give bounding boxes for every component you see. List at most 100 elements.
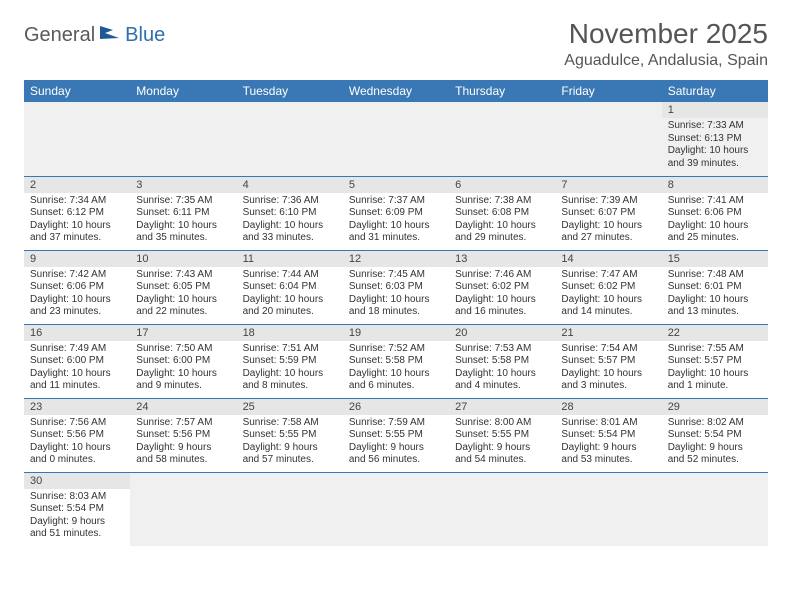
calendar-empty-cell [130, 102, 236, 176]
calendar-day-cell: 16Sunrise: 7:49 AMSunset: 6:00 PMDayligh… [24, 324, 130, 398]
day-number: 12 [343, 251, 449, 267]
day-number: 11 [237, 251, 343, 267]
calendar-day-cell: 11Sunrise: 7:44 AMSunset: 6:04 PMDayligh… [237, 250, 343, 324]
day-number: 25 [237, 399, 343, 415]
calendar-day-cell: 14Sunrise: 7:47 AMSunset: 6:02 PMDayligh… [555, 250, 661, 324]
day-details: Sunrise: 7:38 AMSunset: 6:08 PMDaylight:… [449, 193, 555, 249]
calendar-empty-cell [237, 102, 343, 176]
day-details: Sunrise: 7:53 AMSunset: 5:58 PMDaylight:… [449, 341, 555, 397]
calendar-day-cell: 25Sunrise: 7:58 AMSunset: 5:55 PMDayligh… [237, 398, 343, 472]
day-number: 14 [555, 251, 661, 267]
calendar-empty-cell [343, 472, 449, 546]
calendar-day-cell: 20Sunrise: 7:53 AMSunset: 5:58 PMDayligh… [449, 324, 555, 398]
calendar-empty-cell [343, 102, 449, 176]
column-header: Tuesday [237, 80, 343, 102]
day-details: Sunrise: 7:39 AMSunset: 6:07 PMDaylight:… [555, 193, 661, 249]
day-details: Sunrise: 7:51 AMSunset: 5:59 PMDaylight:… [237, 341, 343, 397]
calendar-empty-cell [24, 102, 130, 176]
day-number: 7 [555, 177, 661, 193]
calendar-day-cell: 17Sunrise: 7:50 AMSunset: 6:00 PMDayligh… [130, 324, 236, 398]
calendar-empty-cell [130, 472, 236, 546]
calendar-empty-cell [555, 472, 661, 546]
day-number: 3 [130, 177, 236, 193]
day-details: Sunrise: 7:41 AMSunset: 6:06 PMDaylight:… [662, 193, 768, 249]
calendar-week-row: 23Sunrise: 7:56 AMSunset: 5:56 PMDayligh… [24, 398, 768, 472]
day-number: 27 [449, 399, 555, 415]
calendar-day-cell: 24Sunrise: 7:57 AMSunset: 5:56 PMDayligh… [130, 398, 236, 472]
day-details: Sunrise: 7:48 AMSunset: 6:01 PMDaylight:… [662, 267, 768, 323]
day-details: Sunrise: 7:50 AMSunset: 6:00 PMDaylight:… [130, 341, 236, 397]
day-number: 21 [555, 325, 661, 341]
calendar-empty-cell [662, 472, 768, 546]
day-number: 6 [449, 177, 555, 193]
day-details: Sunrise: 8:01 AMSunset: 5:54 PMDaylight:… [555, 415, 661, 471]
calendar-empty-cell [449, 102, 555, 176]
day-details: Sunrise: 7:59 AMSunset: 5:55 PMDaylight:… [343, 415, 449, 471]
calendar-day-cell: 1Sunrise: 7:33 AMSunset: 6:13 PMDaylight… [662, 102, 768, 176]
logo-text-blue: Blue [125, 24, 165, 47]
day-details: Sunrise: 7:55 AMSunset: 5:57 PMDaylight:… [662, 341, 768, 397]
day-number: 2 [24, 177, 130, 193]
day-details: Sunrise: 7:45 AMSunset: 6:03 PMDaylight:… [343, 267, 449, 323]
calendar-header-row: SundayMondayTuesdayWednesdayThursdayFrid… [24, 80, 768, 102]
column-header: Sunday [24, 80, 130, 102]
day-number: 8 [662, 177, 768, 193]
day-details: Sunrise: 7:49 AMSunset: 6:00 PMDaylight:… [24, 341, 130, 397]
header: General Blue November 2025 Aguadulce, An… [24, 18, 768, 70]
day-details: Sunrise: 7:44 AMSunset: 6:04 PMDaylight:… [237, 267, 343, 323]
calendar-day-cell: 19Sunrise: 7:52 AMSunset: 5:58 PMDayligh… [343, 324, 449, 398]
day-number: 23 [24, 399, 130, 415]
day-details: Sunrise: 7:33 AMSunset: 6:13 PMDaylight:… [662, 118, 768, 174]
calendar-day-cell: 10Sunrise: 7:43 AMSunset: 6:05 PMDayligh… [130, 250, 236, 324]
calendar-day-cell: 21Sunrise: 7:54 AMSunset: 5:57 PMDayligh… [555, 324, 661, 398]
day-details: Sunrise: 7:47 AMSunset: 6:02 PMDaylight:… [555, 267, 661, 323]
title-block: November 2025 Aguadulce, Andalusia, Spai… [564, 18, 768, 70]
day-number: 17 [130, 325, 236, 341]
calendar-day-cell: 9Sunrise: 7:42 AMSunset: 6:06 PMDaylight… [24, 250, 130, 324]
day-details: Sunrise: 7:43 AMSunset: 6:05 PMDaylight:… [130, 267, 236, 323]
day-details: Sunrise: 7:57 AMSunset: 5:56 PMDaylight:… [130, 415, 236, 471]
calendar-empty-cell [555, 102, 661, 176]
day-number: 26 [343, 399, 449, 415]
day-number: 1 [662, 102, 768, 118]
calendar-day-cell: 5Sunrise: 7:37 AMSunset: 6:09 PMDaylight… [343, 176, 449, 250]
calendar-day-cell: 4Sunrise: 7:36 AMSunset: 6:10 PMDaylight… [237, 176, 343, 250]
calendar-day-cell: 15Sunrise: 7:48 AMSunset: 6:01 PMDayligh… [662, 250, 768, 324]
calendar-week-row: 1Sunrise: 7:33 AMSunset: 6:13 PMDaylight… [24, 102, 768, 176]
logo-text-general: General [24, 24, 95, 47]
day-number: 5 [343, 177, 449, 193]
day-number: 10 [130, 251, 236, 267]
calendar-day-cell: 3Sunrise: 7:35 AMSunset: 6:11 PMDaylight… [130, 176, 236, 250]
day-number: 30 [24, 473, 130, 489]
calendar-day-cell: 18Sunrise: 7:51 AMSunset: 5:59 PMDayligh… [237, 324, 343, 398]
calendar-day-cell: 28Sunrise: 8:01 AMSunset: 5:54 PMDayligh… [555, 398, 661, 472]
day-details: Sunrise: 7:37 AMSunset: 6:09 PMDaylight:… [343, 193, 449, 249]
column-header: Monday [130, 80, 236, 102]
day-number: 9 [24, 251, 130, 267]
column-header: Saturday [662, 80, 768, 102]
calendar-day-cell: 8Sunrise: 7:41 AMSunset: 6:06 PMDaylight… [662, 176, 768, 250]
day-details: Sunrise: 7:35 AMSunset: 6:11 PMDaylight:… [130, 193, 236, 249]
calendar-day-cell: 6Sunrise: 7:38 AMSunset: 6:08 PMDaylight… [449, 176, 555, 250]
day-number: 22 [662, 325, 768, 341]
calendar-day-cell: 27Sunrise: 8:00 AMSunset: 5:55 PMDayligh… [449, 398, 555, 472]
day-number: 13 [449, 251, 555, 267]
day-details: Sunrise: 7:42 AMSunset: 6:06 PMDaylight:… [24, 267, 130, 323]
flag-icon [99, 24, 121, 47]
calendar-body: 1Sunrise: 7:33 AMSunset: 6:13 PMDaylight… [24, 102, 768, 546]
day-details: Sunrise: 7:46 AMSunset: 6:02 PMDaylight:… [449, 267, 555, 323]
column-header: Thursday [449, 80, 555, 102]
logo: General Blue [24, 18, 165, 47]
day-details: Sunrise: 8:02 AMSunset: 5:54 PMDaylight:… [662, 415, 768, 471]
calendar-day-cell: 26Sunrise: 7:59 AMSunset: 5:55 PMDayligh… [343, 398, 449, 472]
calendar-day-cell: 29Sunrise: 8:02 AMSunset: 5:54 PMDayligh… [662, 398, 768, 472]
day-number: 20 [449, 325, 555, 341]
calendar-day-cell: 23Sunrise: 7:56 AMSunset: 5:56 PMDayligh… [24, 398, 130, 472]
day-details: Sunrise: 7:56 AMSunset: 5:56 PMDaylight:… [24, 415, 130, 471]
calendar-empty-cell [237, 472, 343, 546]
day-details: Sunrise: 7:52 AMSunset: 5:58 PMDaylight:… [343, 341, 449, 397]
day-details: Sunrise: 8:03 AMSunset: 5:54 PMDaylight:… [24, 489, 130, 545]
calendar-week-row: 16Sunrise: 7:49 AMSunset: 6:00 PMDayligh… [24, 324, 768, 398]
page-title: November 2025 [564, 18, 768, 50]
calendar-week-row: 9Sunrise: 7:42 AMSunset: 6:06 PMDaylight… [24, 250, 768, 324]
